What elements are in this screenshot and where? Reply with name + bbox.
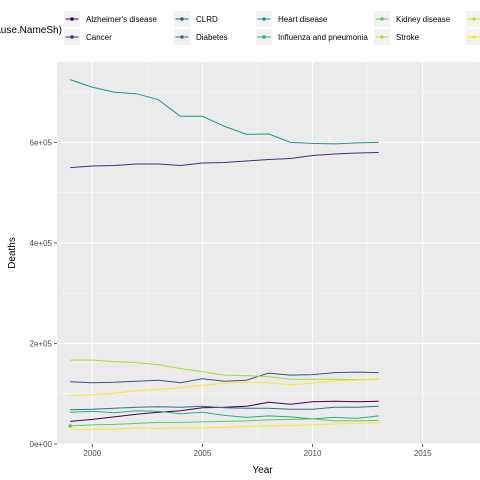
legend-label: Heart disease: [278, 15, 328, 24]
y-axis: 0e+00 2e+05 4e+05 6e+05: [30, 138, 57, 449]
y-tick-label: 4e+05: [30, 239, 53, 248]
y-tick-label: 0e+00: [30, 440, 53, 449]
legend-key-point: [70, 17, 74, 21]
series-lines: [70, 79, 379, 430]
legend-key-point: [70, 35, 74, 39]
legend-label: Stroke: [396, 33, 420, 42]
y-tick-label: 6e+05: [30, 138, 53, 147]
legend-label: Kidney disease: [396, 15, 451, 24]
legend-label: Alzheimer's disease: [86, 15, 157, 24]
y-tick-label: 2e+05: [30, 339, 53, 348]
series-line-suicide: [70, 422, 379, 430]
legend-key-point: [380, 35, 384, 39]
major-gridlines: [57, 62, 480, 445]
legend-key-point: [262, 17, 266, 21]
legend-key-point: [472, 35, 476, 39]
legend-key-point: [180, 17, 184, 21]
series-line-cancer: [70, 152, 379, 169]
legend-key-point: [180, 35, 184, 39]
legend-key-point: [472, 17, 476, 21]
series-line-stroke: [70, 359, 379, 381]
legend-label: Cancer: [86, 33, 112, 42]
legend: Cause.NameSh) Alzheimer's disease Cancer C…: [0, 11, 480, 45]
legend-label: Influenza and pneumonia: [278, 33, 368, 42]
series-line-heart-disease: [70, 79, 379, 145]
points: [68, 424, 73, 428]
legend-label: CLRD: [196, 15, 218, 24]
legend-title: Cause.NameSh): [0, 25, 62, 36]
legend-key-point: [380, 17, 384, 21]
x-tick-label: 2015: [414, 449, 432, 458]
series-line-kidney-disease: [70, 418, 379, 427]
minor-gridlines: [57, 62, 480, 444]
x-axis-title: Year: [252, 465, 273, 476]
data-point: [68, 424, 73, 428]
series-line-diabetes: [70, 405, 379, 411]
y-axis-title: Deaths: [7, 237, 18, 269]
legend-label: Diabetes: [196, 33, 228, 42]
x-tick-label: 2000: [83, 449, 101, 458]
plot-panel: [57, 62, 480, 444]
x-axis: 2000 2005 2010 2015: [83, 444, 432, 458]
legend-key-point: [262, 35, 266, 39]
series-line-unintentional-injuries: [70, 378, 379, 396]
x-tick-label: 2005: [194, 449, 212, 458]
x-tick-label: 2010: [304, 449, 322, 458]
series-line-clrd: [70, 371, 379, 384]
series-line-influenza-and-pneumonia: [70, 410, 379, 420]
